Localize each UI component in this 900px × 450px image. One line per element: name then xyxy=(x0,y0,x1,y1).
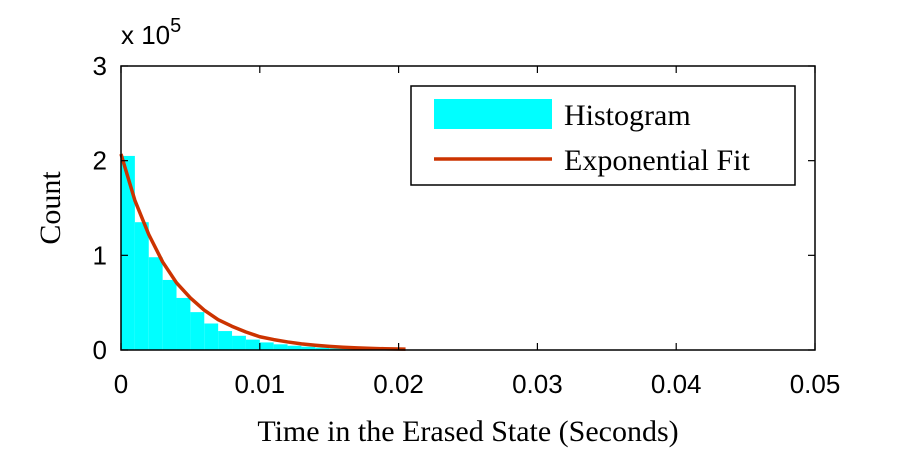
histogram-bar xyxy=(329,348,344,350)
x-tick-label: 0.04 xyxy=(651,369,702,399)
histogram-bar xyxy=(134,222,149,350)
legend-histogram-swatch xyxy=(434,99,552,129)
y-tick-label: 1 xyxy=(93,240,107,270)
y-tick-label: 0 xyxy=(93,335,107,365)
y-multiplier-exponent: 5 xyxy=(170,15,181,37)
histogram-bar xyxy=(176,297,191,350)
x-tick-labels: 0 0.01 0.02 0.03 0.04 0.05 xyxy=(114,369,841,399)
histogram-bar xyxy=(162,279,177,350)
x-tick-label: 0.01 xyxy=(234,369,285,399)
y-tick-label: 2 xyxy=(93,146,107,176)
y-multiplier-base: x 10 xyxy=(121,20,170,50)
x-tick-label: 0 xyxy=(114,369,128,399)
exponential-fit-line xyxy=(119,153,406,351)
histogram-bar xyxy=(287,345,302,350)
histogram-bar xyxy=(245,339,260,350)
y-multiplier-label: x 105 xyxy=(121,15,181,50)
legend: Histogram Exponential Fit xyxy=(410,85,796,186)
x-tick-label: 0.02 xyxy=(373,369,424,399)
histogram-bar xyxy=(315,347,330,350)
histogram-bar xyxy=(273,344,288,350)
legend-fit-label: Exponential Fit xyxy=(564,144,750,177)
plot-frame xyxy=(120,65,816,351)
y-tick-label: 3 xyxy=(93,51,107,81)
x-tick-label: 0.05 xyxy=(790,369,841,399)
legend-histogram-label: Histogram xyxy=(564,99,691,132)
histogram-bar xyxy=(259,342,274,350)
histogram-bar xyxy=(301,346,316,350)
histogram-bar xyxy=(190,312,205,350)
y-tick-labels: 0 1 2 3 xyxy=(93,51,107,365)
fit-line-group xyxy=(119,153,406,351)
y-axis-label: Count xyxy=(34,171,67,245)
histogram-bar xyxy=(232,335,246,350)
histogram-bars xyxy=(121,155,413,350)
histogram-bar xyxy=(148,257,163,350)
histogram-bar xyxy=(204,323,219,350)
x-tick-label: 0.03 xyxy=(512,369,563,399)
histogram-bar xyxy=(121,155,135,350)
histogram-bar xyxy=(218,331,233,350)
x-axis-label: Time in the Erased State (Seconds) xyxy=(257,415,678,448)
